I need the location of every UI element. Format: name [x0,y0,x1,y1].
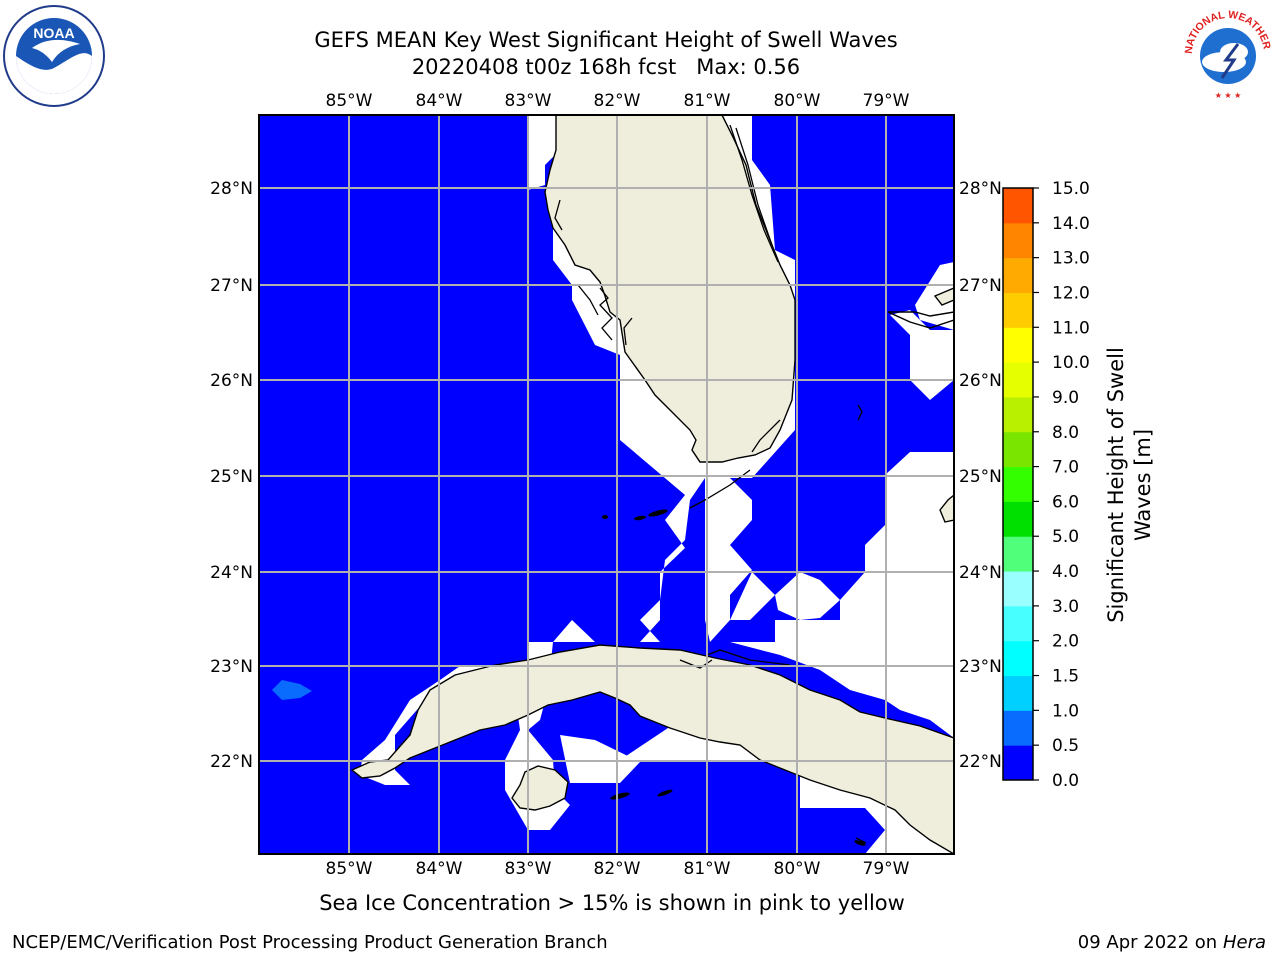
lon-tick-label: 84°W [416,859,463,879]
lon-tick-label: 82°W [594,91,641,111]
lat-tick-label: 24°N [210,563,253,583]
bahamas-andros [939,494,954,523]
lat-tick-label: 27°N [210,276,253,296]
lat-tick-label: 26°N [959,371,1002,391]
lon-tick-label: 80°W [774,859,821,879]
lon-tick-label: 79°W [863,91,910,111]
footer-date: 09 Apr 2022 on Hera [1078,932,1266,953]
colorbar-band [1003,431,1033,468]
sea-ice-note: Sea Ice Concentration > 15% is shown in … [319,891,905,915]
lat-tick-label: 26°N [210,371,253,391]
lat-tick-label: 22°N [210,752,253,772]
map-frame [258,114,955,855]
colorbar-tick-label: 1.5 [1052,667,1079,687]
colorbar-tick-label: 6.0 [1052,492,1079,512]
cuba-landmass [350,644,954,854]
lon-tick-label: 83°W [505,91,552,111]
lat-tick-label: 25°N [959,467,1002,487]
footer-host: Hera [1222,932,1266,953]
lat-tick-label: 23°N [959,657,1002,677]
colorbar-tick-label: 15.0 [1052,179,1090,199]
colorbar-band [1003,327,1033,363]
colorbar-band [1003,536,1033,572]
colorbar-band [1003,605,1033,642]
colorbar-band [1003,675,1033,711]
colorbar-tick-label: 11.0 [1052,318,1090,338]
lat-tick-label: 27°N [959,276,1002,296]
colorbar-band [1003,501,1033,537]
florida-landmass [544,115,796,463]
colorbar-band [1003,745,1033,781]
noaa-logo: NOAA [3,5,105,107]
colorbar-tick-label: 9.0 [1052,388,1079,408]
lon-tick-label: 83°W [505,859,552,879]
colorbar-band [1003,710,1033,746]
svg-text:★ ★ ★: ★ ★ ★ [1215,91,1242,100]
colorbar-band [1003,257,1033,293]
chart-title-line2: 20220408 t00z 168h fcst Max: 0.56 [411,55,801,79]
lon-tick-label: 79°W [863,859,910,879]
colorbar-tick-label: 5.0 [1052,527,1079,547]
lat-labels-left: 28°N 27°N 26°N 25°N 24°N 23°N 22°N [210,179,253,772]
colorbar-band [1003,466,1033,502]
lon-tick-label: 85°W [326,859,373,879]
lon-labels-top: 85°W 84°W 83°W 82°W 81°W 80°W 79°W [326,91,910,111]
colorbar-tick-label: 7.0 [1052,458,1079,478]
colorbar-frame [1002,187,1034,781]
bahamas-grand [887,311,954,329]
colorbar-ticks: 0.0 0.5 1.0 1.5 2.0 3.0 4.0 5.0 6.0 7.0 8.0 9.0 10.0… [1033,179,1090,791]
colorbar-tick-label: 3.0 [1052,597,1079,617]
colorbar-band [1003,362,1033,398]
lat-tick-label: 23°N [210,657,253,677]
gridlines [259,115,954,854]
isle-of-youth [511,765,569,811]
colorbar-tick-label: 12.0 [1052,283,1090,303]
lon-labels-bottom: 85°W 84°W 83°W 82°W 81°W 80°W 79°W [326,859,910,879]
lat-labels-right: 28°N 27°N 26°N 25°N 24°N 23°N 22°N [959,179,1002,772]
chart-title-line1: GEFS MEAN Key West Significant Height of… [314,28,898,52]
colorbar-band [1003,222,1033,259]
colorbar-band [1003,571,1033,607]
lat-tick-label: 24°N [959,563,1002,583]
colorbar-tick-label: 13.0 [1052,249,1090,269]
colorbar-tick-label: 0.0 [1052,771,1079,791]
colorbar-tick-label: 1.0 [1052,701,1079,721]
lat-tick-label: 22°N [959,752,1002,772]
lat-tick-label: 28°N [210,179,253,199]
colorbar-band [1003,396,1033,433]
lat-tick-label: 28°N [959,179,1002,199]
colorbar [1003,188,1033,781]
colorbar-tick-label: 0.5 [1052,736,1079,756]
colorbar-tick-label: 8.0 [1052,423,1079,443]
colorbar-tick-label: 4.0 [1052,562,1079,582]
footer-credit: NCEP/EMC/Verification Post Processing Pr… [12,932,608,953]
lon-tick-label: 80°W [774,91,821,111]
lon-tick-label: 81°W [684,91,731,111]
colorbar-title-line2: Waves [m] [1131,429,1155,541]
svg-text:NOAA: NOAA [33,25,74,41]
colorbar-band [1003,188,1033,224]
colorbar-title-line1: Significant Height of Swell [1104,347,1128,623]
lon-tick-label: 81°W [684,859,731,879]
colorbar-band [1003,640,1033,677]
lon-tick-label: 84°W [416,91,463,111]
colorbar-tick-label: 14.0 [1052,214,1090,234]
nws-logo: NATIONAL WEATHER SERVICE ★ ★ ★ [1178,4,1276,102]
swell-patch [272,680,312,700]
colorbar-band [1003,292,1033,328]
lon-tick-label: 82°W [594,859,641,879]
colorbar-tick-label: 2.0 [1052,632,1079,652]
footer-date-text: 09 Apr 2022 on [1077,932,1223,953]
lat-tick-label: 25°N [210,467,253,487]
lon-tick-label: 85°W [326,91,373,111]
land [350,115,954,854]
colorbar-tick-label: 10.0 [1052,353,1090,373]
